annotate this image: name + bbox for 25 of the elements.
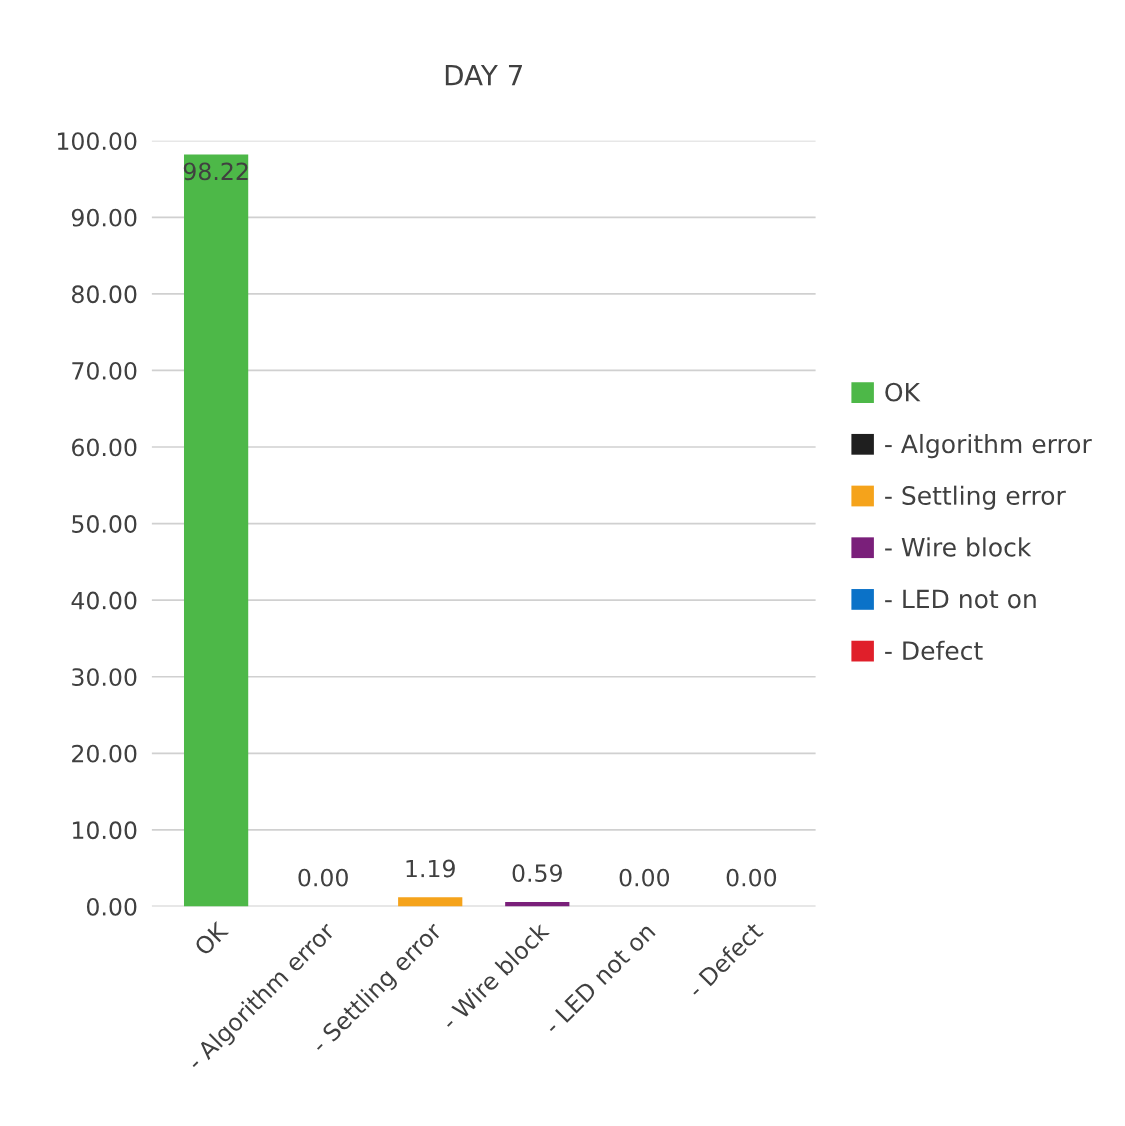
y-tick-label: 90.00 — [71, 208, 137, 227]
x-tick-label: OK — [193, 920, 230, 957]
y-tick-label: 30.00 — [72, 668, 137, 687]
y-tick-label: 20.00 — [72, 744, 137, 763]
data-label: 0.59 — [512, 864, 562, 883]
data-label: 1.19 — [406, 859, 455, 878]
y-tick-label: 60.00 — [72, 438, 137, 457]
legend-label: - Algorithm error — [885, 433, 1092, 459]
y-tick-label: 70.00 — [72, 361, 137, 380]
y-tick-label: 50.00 — [72, 515, 137, 533]
legend-label: - Settling error — [885, 485, 1066, 510]
data-label: 98.22 — [183, 162, 248, 181]
data-label: 0.00 — [298, 868, 348, 887]
legend-label: OK — [885, 382, 921, 402]
y-tick-label: 40.00 — [71, 591, 137, 610]
data-label: 0.00 — [726, 868, 777, 887]
chart-title: DAY 7 — [445, 64, 522, 86]
y-tick-label: 80.00 — [71, 285, 137, 304]
legend-label: - Defect — [885, 640, 983, 661]
legend-label: - LED not on — [885, 589, 1036, 609]
y-tick-label: 100.00 — [57, 132, 137, 151]
data-label: 0.00 — [619, 868, 670, 887]
y-tick-label: 0.00 — [86, 897, 137, 916]
y-tick-label: 10.00 — [72, 821, 137, 840]
legend-label: - Wire block — [885, 537, 1032, 557]
